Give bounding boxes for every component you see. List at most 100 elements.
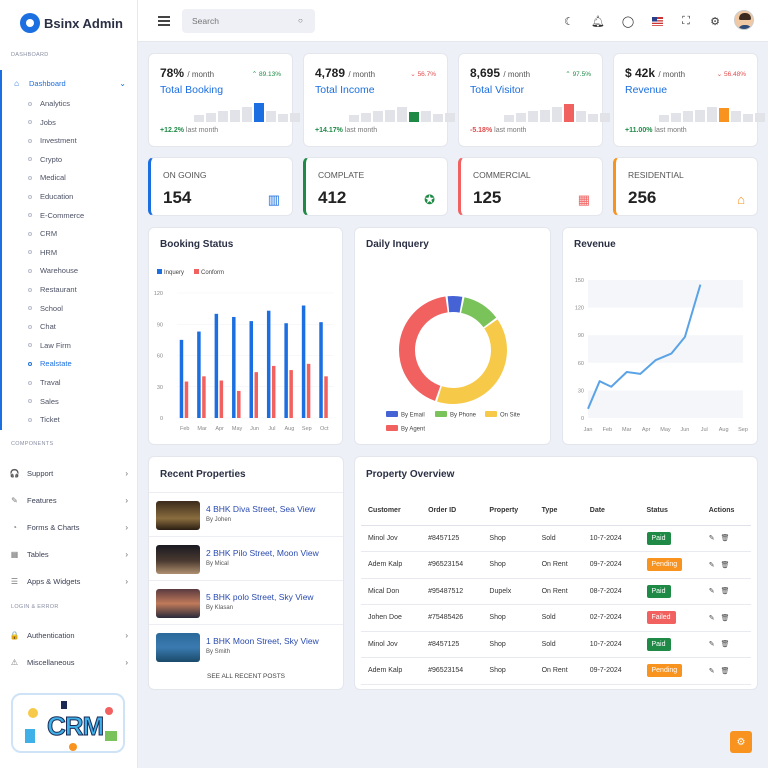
edit-icon[interactable]: ✎ <box>708 535 721 543</box>
property-agent: By Smith <box>206 649 231 655</box>
dark-mode-icon[interactable]: ☾ <box>564 15 574 28</box>
bullet-icon <box>28 380 32 385</box>
x-tick-label: Jul <box>701 427 708 433</box>
mini-bar <box>349 115 359 122</box>
sidebar-item-analytics[interactable]: Analytics <box>28 99 70 108</box>
booking-status-chart: Inquery Conform 0 30 60 90 120 Feb Mar Apr May Jun J… <box>154 269 334 432</box>
mini-bar <box>743 114 753 122</box>
edit-icon[interactable]: ✎ <box>708 667 721 675</box>
sidebar-item-apps-widgets[interactable]: ☰ Apps & Widgets › <box>10 573 128 589</box>
us-flag-icon[interactable] <box>650 14 664 28</box>
delete-icon[interactable]: 🗑︎ <box>720 614 736 622</box>
delete-icon[interactable]: 🗑︎ <box>720 588 736 596</box>
property-thumbnail <box>156 633 200 662</box>
edit-icon[interactable]: ✎ <box>708 588 721 596</box>
property-thumbnail <box>156 589 200 618</box>
bell-icon[interactable]: 🔔︎ <box>591 15 605 28</box>
sidebar-item-warehouse[interactable]: Warehouse <box>28 266 78 275</box>
brand-logo-icon <box>20 13 40 33</box>
sidebar-item-tables[interactable]: ▦ Tables › <box>10 546 128 562</box>
brand-logo[interactable]: Bsinx Admin <box>20 10 123 36</box>
home-icon: ⌂ <box>737 192 745 207</box>
y-tick-label: 120 <box>154 291 163 297</box>
property-agent: By Johen <box>206 517 232 523</box>
sidebar-item-traval[interactable]: Traval <box>28 378 61 387</box>
delete-icon[interactable]: 🗑︎ <box>720 641 736 649</box>
sidebar-item-ticket[interactable]: Ticket <box>28 415 60 424</box>
sidebar-item-restaurant[interactable]: Restaurant <box>28 285 77 294</box>
customizer-button[interactable]: ⚙︎ <box>730 731 752 753</box>
bullet-icon <box>28 306 32 311</box>
mini-bar <box>421 111 431 122</box>
sidebar-item-miscellaneous[interactable]: ⚠ Miscellaneous › <box>10 654 128 670</box>
chat-icon[interactable]: ◯ <box>621 15 635 28</box>
sidebar-item-dashboard[interactable]: ⌂ Dashboard ⌄ <box>0 74 138 92</box>
sidebar-item-label: School <box>40 303 63 313</box>
sidebar-item-law-firm[interactable]: Law Firm <box>28 341 71 350</box>
kpi-label: COMMERCIAL <box>473 170 531 180</box>
sidebar-item-education[interactable]: Education <box>28 192 73 201</box>
list-item[interactable]: 1 BHK Moon Street, Sky View By Smith <box>149 624 343 668</box>
mini-bar <box>528 111 538 122</box>
sidebar-item-label: Education <box>40 192 74 201</box>
y-tick-label: 150 <box>575 278 584 284</box>
sidebar-item-hrm[interactable]: HRM <box>28 248 57 257</box>
property-agent: By Klasan <box>206 605 234 611</box>
sidebar-item-jobs[interactable]: Jobs <box>28 118 56 127</box>
sidebar-item-medical[interactable]: Medical <box>28 173 66 182</box>
legend-label: On Site <box>500 413 521 419</box>
sidebar-item-sales[interactable]: Sales <box>28 397 59 406</box>
delete-icon[interactable]: 🗑︎ <box>720 561 736 569</box>
menu-toggle-icon[interactable] <box>158 16 170 26</box>
column-header: Date <box>582 497 640 526</box>
sidebar-item-chat[interactable]: Chat <box>28 322 56 331</box>
edit-icon[interactable]: ✎ <box>708 614 721 622</box>
search-input[interactable] <box>182 9 315 33</box>
status-cell: Paid <box>639 631 702 658</box>
sidebar-item-crypto[interactable]: Crypto <box>28 155 62 164</box>
sidebar-item-support[interactable]: 🎧 Support › <box>10 465 128 481</box>
sidebar-item-realstate[interactable]: Realstate <box>28 359 72 368</box>
settings-sliders-icon[interactable]: ⚙︎ <box>710 15 720 28</box>
table-cell: Shop <box>482 551 535 579</box>
legend-swatch <box>194 269 199 274</box>
crm-promo-banner[interactable]: CRM <box>11 693 125 753</box>
actions-cell: ✎🗑︎ <box>701 578 751 605</box>
property-title: 1 BHK Moon Street, Sky View <box>206 636 319 646</box>
edit-icon[interactable]: ✎ <box>708 641 721 649</box>
kpi-value: 125 <box>473 188 502 207</box>
edit-icon[interactable]: ✎ <box>708 561 721 569</box>
see-all-link[interactable]: SEE ALL RECENT POSTS <box>206 673 286 680</box>
kpi-label: RESIDENTIAL <box>628 170 684 180</box>
arrow-up-icon: ⌃ <box>565 71 571 78</box>
property-overview-card: Property Overview Customer Order ID Proper… <box>354 456 758 690</box>
table-cell: #8457125 <box>421 631 483 658</box>
sidebar-item-features[interactable]: ✎ Features › <box>10 492 128 508</box>
bullet-icon <box>28 268 32 273</box>
mini-bar <box>516 113 526 122</box>
status-cell: Pending <box>639 551 702 579</box>
sidebar-item-e-commerce[interactable]: E-Commerce <box>28 211 84 220</box>
delete-icon[interactable]: 🗑︎ <box>720 535 736 543</box>
list-item[interactable]: 2 BHK Pilo Street, Moon View By Mical <box>149 536 343 580</box>
bar-conform <box>306 363 311 418</box>
sidebar-item-authentication[interactable]: 🔒 Authentication › <box>10 627 128 643</box>
sidebar-item-label: Tables <box>27 549 49 559</box>
fullscreen-icon[interactable]: ⛶ <box>682 14 690 27</box>
table-cell: Sold <box>534 525 583 552</box>
search-icon[interactable]: ○ <box>298 16 303 25</box>
delete-icon[interactable]: 🗑︎ <box>720 667 736 675</box>
stat-title: Total Income <box>315 84 375 96</box>
list-item[interactable]: 4 BHK Diva Street, Sea View By Johen <box>149 492 343 536</box>
avatar[interactable] <box>734 10 754 30</box>
revenue-chart: 0 30 60 90 120 150 Jan Feb Mar Apr May Jun Jul Aug Sep <box>575 278 748 433</box>
sidebar-item-investment[interactable]: Investment <box>28 136 77 145</box>
section-label-dashboard: DASHBOARD <box>11 52 49 58</box>
table-cell: Adem Kalp <box>361 551 422 579</box>
sidebar-item-crm[interactable]: CRM <box>28 229 57 238</box>
bar-inquery <box>284 323 288 418</box>
sidebar-item-school[interactable]: School <box>28 304 63 313</box>
sidebar-item-forms-charts[interactable]: ◔ Forms & Charts › <box>10 519 128 535</box>
kpi-card: COMMERCIAL 125 ▦ <box>458 157 603 216</box>
list-item[interactable]: 5 BHK polo Street, Sky View By Klasan <box>149 580 343 624</box>
